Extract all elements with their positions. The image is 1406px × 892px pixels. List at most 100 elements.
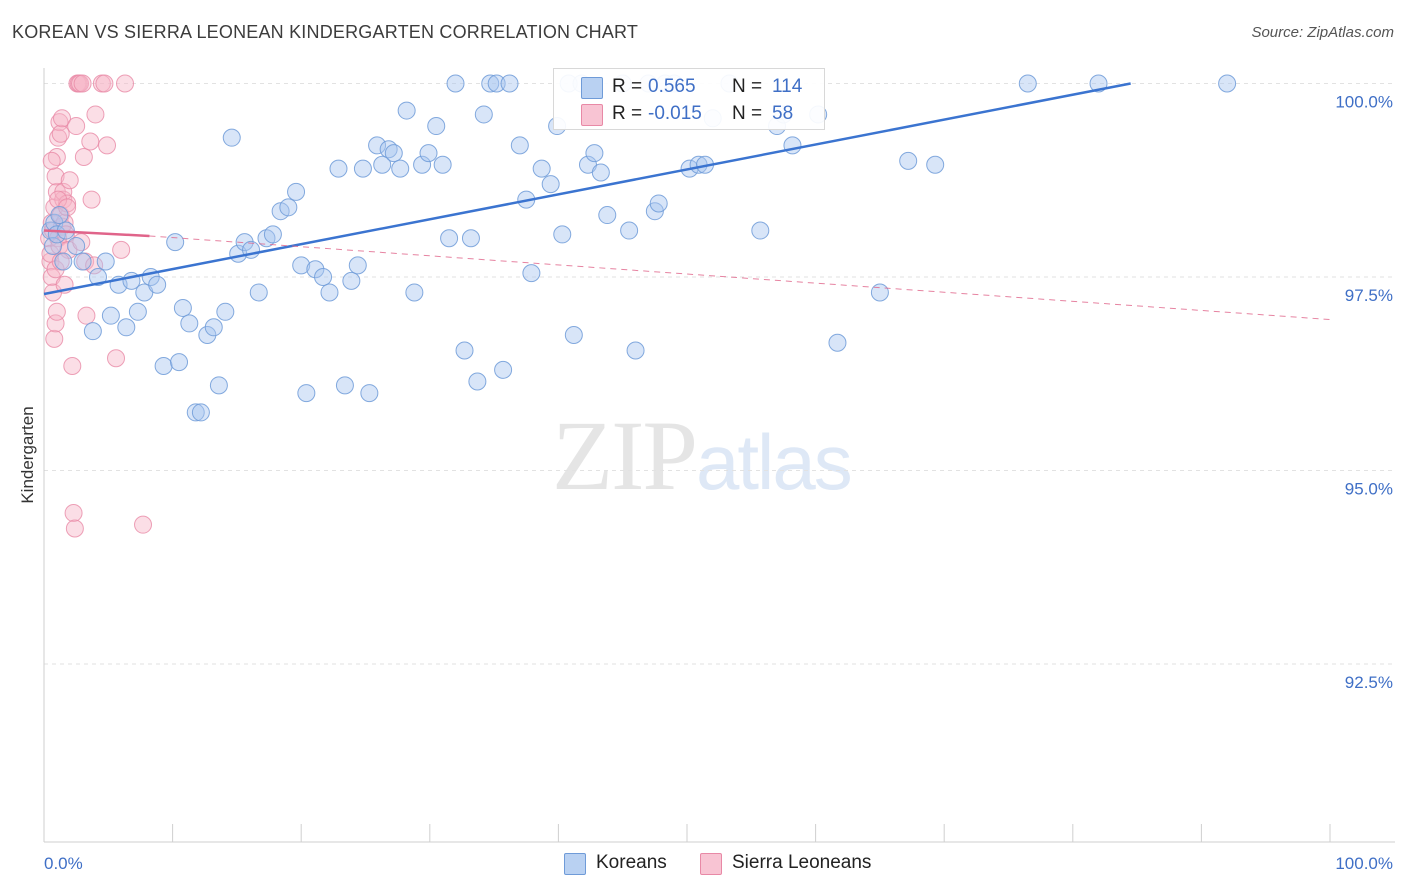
koreans-point [384,144,403,163]
koreans-point [128,302,147,321]
sierra-leoneans-point [60,171,79,190]
koreans-point [585,144,604,163]
koreans-point [96,252,115,271]
koreans-point [154,356,173,375]
koreans-point [391,159,410,178]
koreans-point [329,159,348,178]
koreans-point [649,194,668,213]
sierra-leoneans-point [98,136,117,155]
koreans-point [494,360,513,379]
koreans-point [306,260,325,279]
sierra-leoneans-point [47,302,66,321]
sierra-leoneans-point [49,190,68,209]
stats-legend: R = 0.565 N = 114 R = -0.015 N = 58 [553,68,825,130]
x-tick-label-min: 0.0% [44,854,83,873]
x-tick-label-max: 100.0% [1335,854,1393,873]
koreans-point [186,403,205,422]
koreans-point [216,302,235,321]
koreans-point [50,206,69,225]
koreans-point [455,341,474,360]
koreans-point [553,225,572,244]
koreans-point [360,384,379,403]
koreans-trend-line [43,82,1131,296]
y-tick-label: 95.0% [1345,479,1393,498]
sierra-leoneans-point [56,225,75,244]
y-axis-title: Kindergarten [18,406,37,503]
koreans-point [180,314,199,333]
koreans-point [263,225,282,244]
koreans-point [828,333,847,352]
koreans-point [117,318,136,337]
koreans-point [166,233,185,252]
legend-n-label: N = [732,103,763,124]
legend-label-koreans: Koreans [596,852,667,873]
koreans-point [249,283,268,302]
legend-swatch-sierra-leoneans [700,853,722,875]
sierra-leoneans-point [51,124,70,143]
sierra-leoneans-point [58,198,77,217]
axes [43,68,1395,843]
koreans-point [405,283,424,302]
koreans-point [598,206,617,225]
sierra-leoneans-point [74,148,93,167]
koreans-point [510,136,529,155]
legend-label-sierra-leoneans: Sierra Leoneans [732,852,872,873]
koreans-point [204,318,223,337]
koreans-point [474,105,493,124]
koreans-point [1218,74,1237,93]
sierra-leoneans-point [107,349,126,368]
sierra-leoneans-point [81,132,100,151]
koreans-point [314,267,333,286]
sierra-leoneans-point [95,74,114,93]
koreans-point [626,341,645,360]
koreans-point [541,175,560,194]
chart-title: KOREAN VS SIERRA LEONEAN KINDERGARTEN CO… [12,22,639,42]
koreans-point [427,117,446,136]
koreans-point [173,298,192,317]
koreans-point [373,155,392,174]
koreans-point [397,101,416,120]
koreans-point [1018,74,1037,93]
koreans-point [446,74,465,93]
koreans-point [433,155,452,174]
koreans-point [899,151,918,170]
sierra-leoneans-point [67,117,86,136]
legend-n-label: N = [732,76,763,97]
koreans-point [440,229,459,248]
legend-swatch-sierra-leoneans [581,104,603,126]
koreans-point [751,221,770,240]
sierra-leoneans-point [53,109,72,128]
koreans-point [468,372,487,391]
sierra-leoneans-point [47,182,66,201]
koreans-point [297,384,316,403]
sierra-leoneans-point [46,314,65,333]
watermark-atlas: atlas [696,418,853,506]
koreans-point [89,267,108,286]
koreans-point [279,198,298,217]
gridlines [44,82,1395,665]
trend-lines [43,82,1331,321]
watermark: ZIPatlas [552,398,853,513]
sierra-leoneans-point [65,519,84,538]
koreans-point [73,252,92,271]
koreans-point [564,326,583,345]
sierra-leoneans-point [45,329,64,348]
sierra-leoneans-point [46,167,65,186]
koreans-points [41,74,1237,422]
legend-n-value: 114 [772,76,803,97]
watermark-zip: ZIP [552,400,698,511]
koreans-point [591,163,610,182]
koreans-point [926,155,945,174]
koreans-point [320,283,339,302]
sierra-leoneans-point [116,74,135,93]
koreans-point [342,271,361,290]
sierra-leoneans-point [64,504,83,523]
koreans-point [532,159,551,178]
koreans-point [191,403,210,422]
koreans-point [287,182,306,201]
koreans-point [870,283,889,302]
y-tick-label: 100.0% [1335,92,1393,111]
koreans-point [292,256,311,275]
koreans-point [235,233,254,252]
